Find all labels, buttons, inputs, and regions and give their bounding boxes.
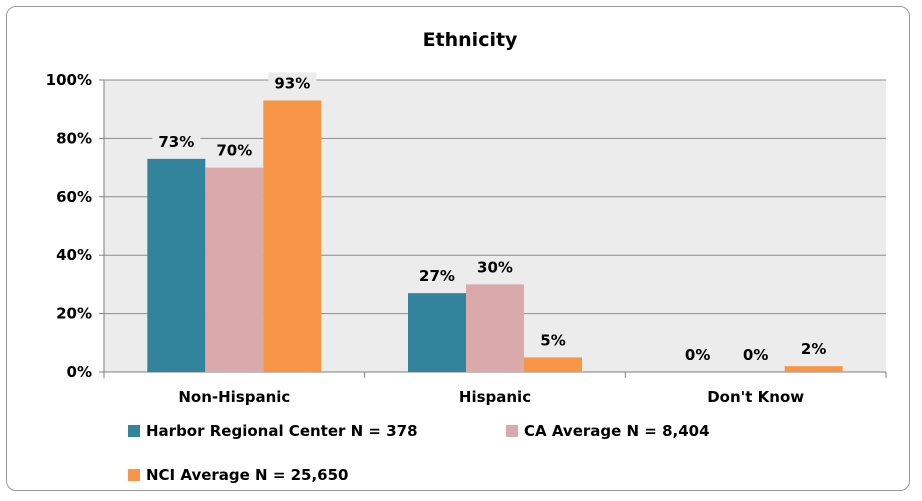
bar	[784, 366, 843, 372]
legend-swatch	[128, 425, 140, 437]
data-label-box	[731, 344, 780, 366]
legend-label: Harbor Regional Center N = 378	[146, 422, 418, 440]
chart-title: Ethnicity	[423, 29, 518, 51]
data-label: 2%	[801, 340, 826, 358]
data-label: 27%	[419, 267, 455, 285]
data-label: 73%	[158, 133, 194, 151]
x-category-label: Non-Hispanic	[178, 388, 290, 406]
legend-swatch	[506, 425, 518, 437]
legend-label: NCI Average N = 25,650	[146, 466, 349, 484]
data-label-box	[413, 265, 461, 288]
data-label-box	[789, 338, 838, 361]
legend-label: CA Average N = 8,404	[524, 422, 710, 440]
y-tick-label: 60%	[56, 188, 92, 206]
y-tick-label: 20%	[56, 305, 92, 323]
y-tick-label: 80%	[56, 129, 92, 147]
data-label: 0%	[743, 346, 768, 364]
y-tick-label: 40%	[56, 246, 92, 264]
data-label: 70%	[216, 142, 252, 160]
data-label-box	[268, 72, 317, 95]
data-label-box	[529, 329, 577, 352]
bar	[263, 100, 322, 372]
bar	[147, 158, 206, 372]
data-label: 5%	[540, 331, 565, 349]
legend-swatch	[128, 469, 140, 481]
data-label-box	[471, 256, 519, 279]
bar	[205, 167, 264, 372]
data-label-box	[210, 139, 259, 162]
bar	[466, 284, 524, 372]
data-label: 30%	[477, 258, 513, 276]
x-category-label: Hispanic	[459, 388, 531, 406]
data-label-box	[673, 344, 722, 366]
data-label-box	[152, 130, 201, 153]
y-tick-label: 100%	[46, 71, 92, 89]
x-category-label: Don't Know	[707, 388, 804, 406]
data-label: 0%	[685, 346, 710, 364]
bar	[524, 357, 582, 372]
y-tick-label: 0%	[67, 363, 92, 381]
data-label: 93%	[274, 74, 310, 92]
bar	[408, 293, 466, 372]
